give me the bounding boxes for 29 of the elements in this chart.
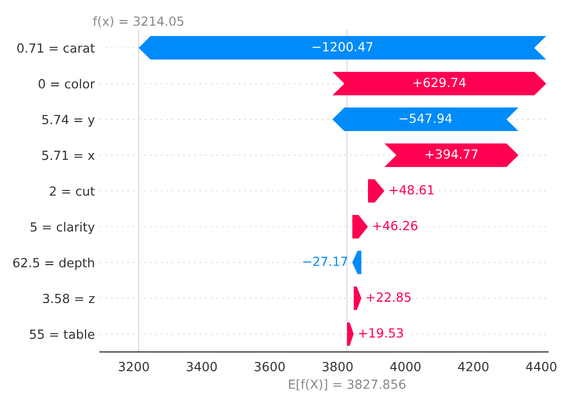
y-tick-label: 5 = clarity — [30, 222, 95, 234]
data-label: −27.17 — [303, 256, 348, 266]
data-label: +629.74 — [414, 78, 466, 88]
x-tick-label: 4200 — [458, 362, 488, 372]
x-tick-label: 4000 — [390, 362, 421, 372]
x-tick-label: 3800 — [322, 362, 353, 372]
data-label: +394.77 — [426, 149, 478, 159]
bar — [138, 36, 546, 60]
data-label: +48.61 — [390, 185, 434, 195]
y-tick-label: 0.71 = carat — [17, 43, 95, 53]
x-tick-label: 3600 — [254, 362, 285, 372]
x-tick-label: 3400 — [186, 362, 217, 372]
x-tick-label: 4400 — [526, 362, 556, 372]
y-tick-label: 3.58 = z — [43, 294, 94, 304]
y-tick-label: 5.71 = x — [42, 150, 95, 160]
data-label: +19.53 — [358, 328, 403, 338]
data-label: −1200.47 — [312, 42, 372, 52]
y-tick-label: 5.74 = y — [42, 115, 95, 127]
bar — [332, 108, 518, 132]
ref-line-label: E[f(X)] = 3827.856 — [289, 379, 406, 390]
x-tick-label: 3200 — [118, 362, 149, 372]
data-label: −547.94 — [400, 114, 452, 123]
y-tick-label: 0 = color — [38, 78, 95, 89]
y-tick-label: 55 = table — [30, 329, 94, 339]
data-label: +46.26 — [373, 220, 418, 230]
y-tick-label: 62.5 = depth — [13, 258, 94, 270]
ref-line-label: f(x) = 3214.05 — [93, 16, 184, 28]
data-label: +22.85 — [366, 292, 411, 302]
y-tick-label: 2 = cut — [50, 186, 95, 196]
